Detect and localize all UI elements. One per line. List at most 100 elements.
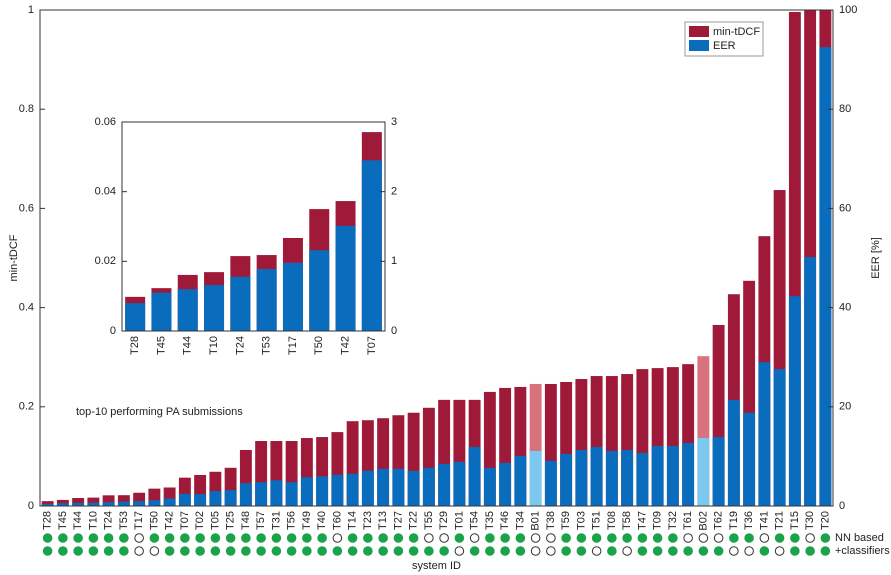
- legend-label: min-tDCF: [713, 26, 760, 38]
- marker: [439, 546, 449, 556]
- bar: [407, 412, 420, 506]
- marker: [73, 546, 83, 556]
- marker: [530, 533, 541, 543]
- bar: [682, 443, 695, 506]
- bar: [270, 480, 283, 506]
- bar: [636, 452, 649, 506]
- bar: [605, 450, 618, 506]
- marker: [180, 533, 190, 543]
- marker: [393, 546, 404, 556]
- marker: [271, 546, 282, 556]
- bar: [727, 399, 740, 506]
- bar: [270, 441, 283, 506]
- y-tick-label: 0.02: [95, 255, 116, 267]
- x-tick-label: T24: [234, 336, 246, 355]
- axis-box: [39, 9, 834, 507]
- bar: [178, 493, 191, 506]
- y-tick-label: 0.4: [19, 302, 34, 314]
- x-tick-label: T54: [469, 511, 481, 530]
- bar: [300, 477, 313, 506]
- marker-label: +classifiers: [835, 545, 890, 557]
- bar: [361, 160, 382, 331]
- x-tick-label: T29: [438, 511, 450, 530]
- x-tick-label: T44: [72, 511, 84, 530]
- bar: [346, 473, 359, 506]
- marker: [103, 546, 114, 556]
- marker: [622, 546, 632, 556]
- bar: [392, 415, 405, 506]
- bar: [41, 504, 54, 506]
- bar: [422, 407, 435, 506]
- bar: [117, 495, 130, 506]
- marker: [637, 533, 648, 543]
- marker: [729, 533, 739, 543]
- marker: [393, 533, 404, 543]
- bar: [483, 467, 496, 506]
- x-tick-label: T28: [129, 336, 141, 355]
- x-tick-label: T07: [366, 336, 378, 355]
- bar: [285, 441, 298, 506]
- bar: [256, 268, 277, 331]
- bar: [773, 190, 786, 506]
- x-tick-label: T42: [164, 511, 176, 530]
- bar: [438, 399, 451, 506]
- marker: [88, 533, 99, 543]
- bar: [621, 449, 634, 506]
- y2-tick-label: 80: [839, 103, 851, 115]
- marker: [317, 533, 327, 543]
- x-tick-label: T24: [103, 511, 115, 530]
- bar: [590, 446, 603, 506]
- x-tick-label: T38: [545, 511, 557, 530]
- marker: [774, 533, 785, 543]
- marker: [683, 546, 693, 556]
- legend-label: EER: [713, 40, 736, 52]
- marker: [302, 546, 312, 556]
- marker: [180, 546, 190, 556]
- y2-tick-label: 20: [839, 401, 851, 413]
- bar: [651, 368, 664, 506]
- marker: [759, 546, 770, 556]
- bar: [666, 367, 679, 506]
- bar: [285, 482, 298, 506]
- y-tick-label: 0.2: [19, 401, 34, 413]
- marker: [683, 533, 693, 543]
- y2-tick-label: 0: [391, 325, 397, 337]
- y-axis-label: min-tDCF: [8, 234, 20, 281]
- marker: [622, 533, 632, 543]
- x-tick-label: T03: [575, 511, 587, 530]
- y2-axis-label: EER [%]: [870, 237, 882, 279]
- bar: [453, 399, 466, 506]
- y2-tick-label: 60: [839, 202, 851, 214]
- bar: [194, 475, 207, 506]
- x-tick-label: T21: [774, 511, 786, 530]
- bar: [316, 476, 329, 506]
- marker: [805, 533, 815, 543]
- marker: [317, 546, 327, 556]
- bar: [178, 477, 191, 506]
- marker: [256, 546, 266, 556]
- bar: [560, 382, 573, 506]
- marker: [576, 546, 587, 556]
- x-tick-label: T31: [270, 511, 282, 530]
- bar: [758, 362, 771, 506]
- marker: [454, 533, 465, 543]
- marker: [820, 533, 831, 543]
- marker: [408, 546, 419, 556]
- marker: [241, 533, 251, 543]
- bar: [773, 369, 786, 506]
- bar: [712, 324, 725, 506]
- marker: [149, 533, 160, 543]
- marker: [271, 533, 282, 543]
- x-tick-label: T23: [362, 511, 374, 530]
- marker: [652, 533, 663, 543]
- x-tick-label: T13: [377, 511, 389, 530]
- marker: [241, 546, 251, 556]
- bar: [209, 491, 222, 506]
- marker: [515, 546, 526, 556]
- bar: [346, 421, 359, 506]
- bar: [72, 498, 85, 506]
- bar: [331, 432, 344, 506]
- bar: [514, 386, 527, 506]
- marker: [164, 533, 175, 543]
- marker: [805, 546, 815, 556]
